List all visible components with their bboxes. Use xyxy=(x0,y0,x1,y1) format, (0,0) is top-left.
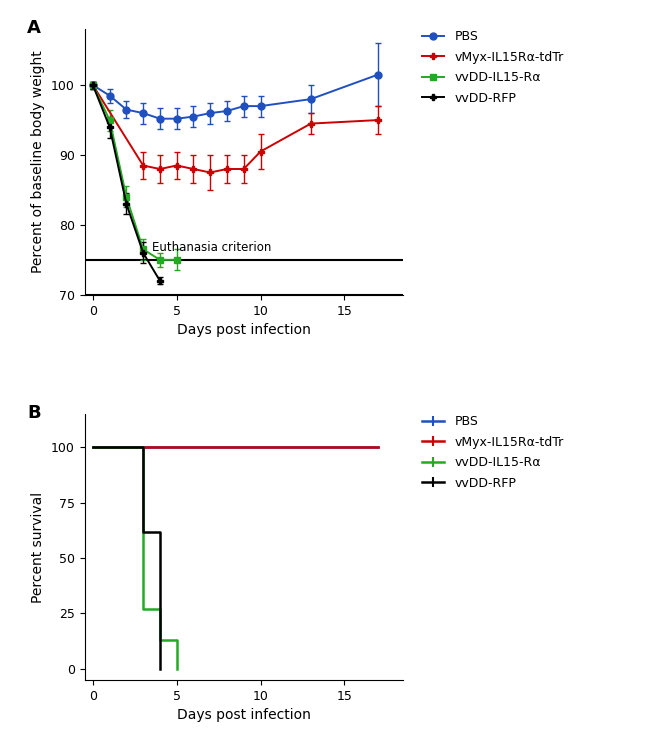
Text: A: A xyxy=(27,18,41,37)
X-axis label: Days post infection: Days post infection xyxy=(177,323,311,337)
Text: B: B xyxy=(27,404,41,422)
Y-axis label: Percent of baseline body weight: Percent of baseline body weight xyxy=(31,50,46,273)
Legend: PBS, vMyx-IL15Rα-tdTr, vvDD-IL15-Rα, vvDD-RFP: PBS, vMyx-IL15Rα-tdTr, vvDD-IL15-Rα, vvD… xyxy=(422,415,564,490)
Y-axis label: Percent survival: Percent survival xyxy=(31,491,46,602)
Text: Euthanasia criterion: Euthanasia criterion xyxy=(151,241,271,254)
X-axis label: Days post infection: Days post infection xyxy=(177,708,311,722)
Legend: PBS, vMyx-IL15Rα-tdTr, vvDD-IL15-Rα, vvDD-RFP: PBS, vMyx-IL15Rα-tdTr, vvDD-IL15-Rα, vvD… xyxy=(422,30,564,105)
